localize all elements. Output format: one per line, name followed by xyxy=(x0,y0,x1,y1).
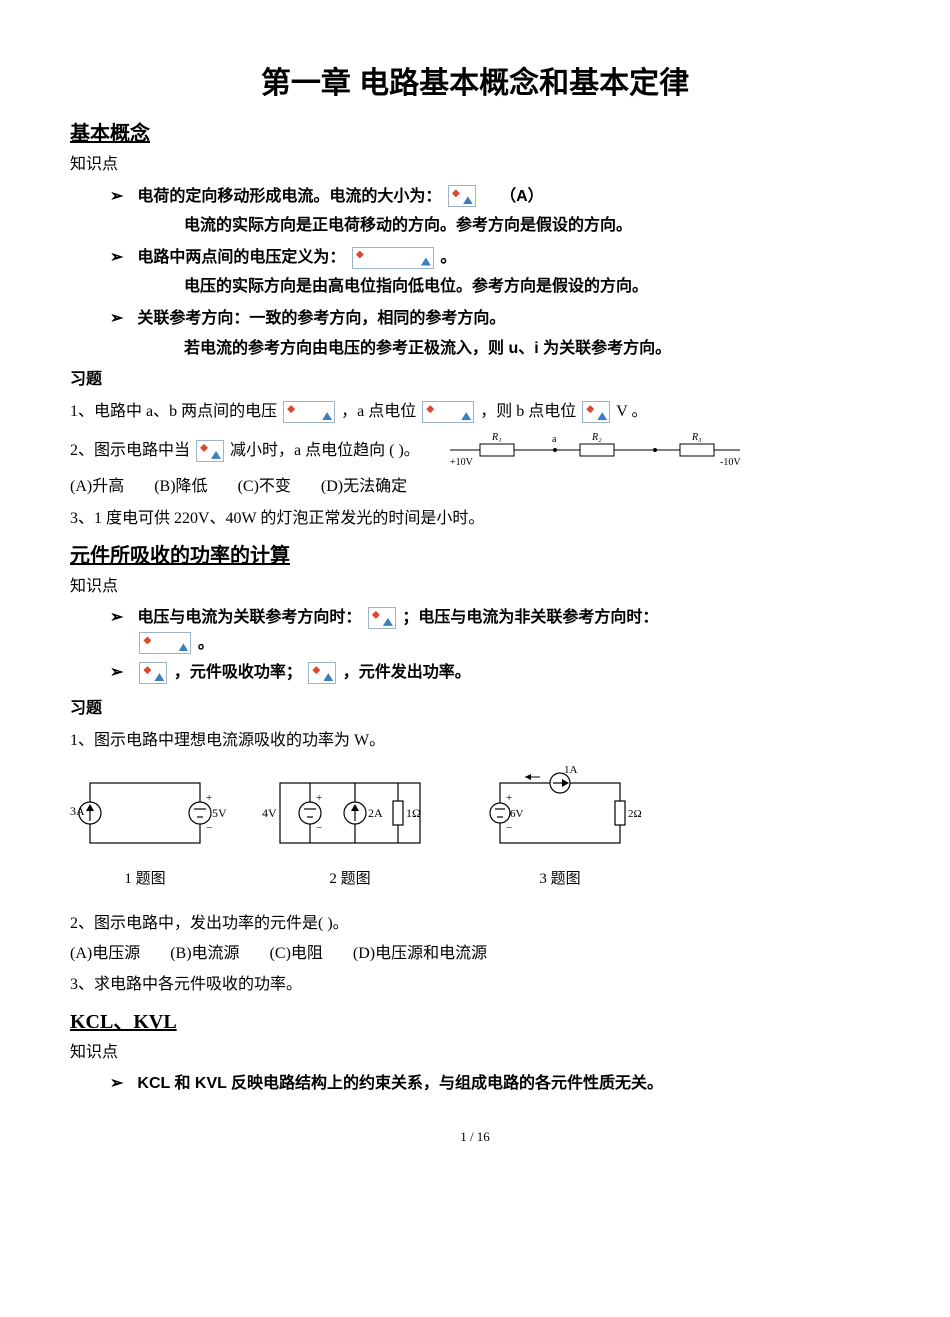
option-b: (B)降低 xyxy=(154,478,207,495)
section-power-calc: 元件所吸收的功率的计算 xyxy=(70,540,880,572)
figure-row: 3A + − 5V 1 题图 + − 4V xyxy=(70,763,880,891)
svg-text:1A: 1A xyxy=(564,764,578,776)
text: V 。 xyxy=(616,403,647,420)
text: 电路中两点间的电压定义为： xyxy=(137,249,345,266)
circuit-3: 1A + − 6V 2Ω xyxy=(480,763,640,863)
text: 电荷的定向移动形成电流。电流的大小为： xyxy=(137,188,441,205)
svg-text:-10V: -10V xyxy=(720,457,741,468)
svg-text:−: − xyxy=(316,822,322,834)
blank-placeholder-icon xyxy=(422,401,474,423)
text: 2、图示电路中当 xyxy=(70,442,190,459)
bullet-kcl-kvl: ➢ KCL 和 KVL 反映电路结构上的约束关系，与组成电路的各元件性质无关。 xyxy=(110,1071,880,1097)
bullet-power-sign: ➢ ，元件吸收功率； ，元件发出功率。 xyxy=(110,660,880,686)
option-b: (B)电流源 xyxy=(170,945,239,962)
figure-caption-3: 3 题图 xyxy=(480,867,640,891)
text: ，元件吸收功率； xyxy=(174,664,302,681)
text-current-direction: 电流的实际方向是正电荷移动的方向。参考方向是假设的方向。 xyxy=(184,213,880,239)
circuit-2: + − 4V 2A 1Ω xyxy=(260,773,440,863)
blank-placeholder-icon xyxy=(196,440,224,462)
text-voltage-direction: 电压的实际方向是由高电位指向低电位。参考方向是假设的方向。 xyxy=(184,274,880,300)
bullet-arrow-icon: ➢ xyxy=(110,660,123,686)
svg-text:2A: 2A xyxy=(368,806,383,820)
sec2-question-1: 1、图示电路中理想电流源吸收的功率为 W。 xyxy=(70,728,880,754)
svg-text:5V: 5V xyxy=(212,806,227,820)
circuit-1: 3A + − 5V xyxy=(70,773,220,863)
svg-text:6V: 6V xyxy=(510,808,524,820)
text: 减小时，a 点电位趋向 ( )。 xyxy=(230,442,420,459)
bullet-arrow-icon: ➢ xyxy=(110,245,123,271)
knowledge-points-label: 知识点 xyxy=(70,574,880,600)
exercises-label: 习题 xyxy=(70,696,880,722)
section-basic-concepts: 基本概念 xyxy=(70,118,880,150)
sec2-question-2: 2、图示电路中，发出功率的元件是( )。 xyxy=(70,911,880,937)
svg-text:R₂: R₂ xyxy=(591,432,602,443)
svg-text:a: a xyxy=(552,434,557,445)
knowledge-points-label: 知识点 xyxy=(70,1040,880,1066)
text: 关联参考方向：一致的参考方向，相同的参考方向。 xyxy=(137,310,505,327)
svg-text:1Ω: 1Ω xyxy=(406,806,421,820)
sec2-question-3: 3、求电路中各元件吸收的功率。 xyxy=(70,972,880,998)
svg-text:−: − xyxy=(506,822,512,834)
question-2-options: (A)升高 (B)降低 (C)不变 (D)无法确定 xyxy=(70,474,880,500)
text: ；电压与电流为非关联参考方向时： xyxy=(402,609,658,626)
formula-placeholder-icon xyxy=(139,662,167,684)
question-1: 1、电路中 a、b 两点间的电压 ，a 点电位 ，则 b 点电位 V 。 xyxy=(70,399,880,425)
text-ref-direction-detail: 若电流的参考方向由电压的参考正极流入，则 u、i 为关联参考方向。 xyxy=(184,336,880,362)
bullet-power-assoc: ➢ 电压与电流为关联参考方向时： ；电压与电流为非关联参考方向时： 。 xyxy=(110,605,880,656)
text: 1、电路中 a、b 两点间的电压 xyxy=(70,403,277,420)
bullet-current-def: ➢ 电荷的定向移动形成电流。电流的大小为： （A） xyxy=(110,184,880,210)
text: 电压与电流为关联参考方向时： xyxy=(137,609,361,626)
svg-text:2Ω: 2Ω xyxy=(628,808,642,820)
figure-caption-2: 2 题图 xyxy=(260,867,440,891)
question-3: 3、1 度电可供 220V、40W 的灯泡正常发光的时间是小时。 xyxy=(70,506,880,532)
svg-text:4V: 4V xyxy=(262,806,277,820)
svg-text:R₁: R₁ xyxy=(491,432,502,443)
text: KCL 和 KVL 反映电路结构上的约束关系，与组成电路的各元件性质无关。 xyxy=(137,1071,880,1097)
text: 。 xyxy=(198,635,214,652)
svg-text:3A: 3A xyxy=(70,804,85,818)
text: ，元件发出功率。 xyxy=(343,664,471,681)
option-d: (D)无法确定 xyxy=(321,478,407,495)
blank-placeholder-icon xyxy=(582,401,610,423)
option-d: (D)电压源和电流源 xyxy=(353,945,487,962)
bullet-ref-direction: ➢ 关联参考方向：一致的参考方向，相同的参考方向。 xyxy=(110,306,880,332)
svg-text:R₃: R₃ xyxy=(691,432,702,443)
section-kcl-kvl: KCL、KVL xyxy=(70,1006,880,1038)
formula-placeholder-icon xyxy=(308,662,336,684)
bullet-arrow-icon: ➢ xyxy=(110,306,123,332)
bullet-arrow-icon: ➢ xyxy=(110,184,123,210)
formula-placeholder-icon xyxy=(352,247,434,269)
svg-text:+: + xyxy=(506,792,512,804)
formula-placeholder-icon xyxy=(448,185,476,207)
sec2-question-2-options: (A)电压源 (B)电流源 (C)电阻 (D)电压源和电流源 xyxy=(70,941,880,967)
svg-text:−: − xyxy=(206,822,212,834)
formula-placeholder-icon xyxy=(368,607,396,629)
option-c: (C)不变 xyxy=(238,478,291,495)
text: ，则 b 点电位 xyxy=(480,403,576,420)
bullet-arrow-icon: ➢ xyxy=(110,605,123,631)
exercises-label: 习题 xyxy=(70,367,880,393)
text: 。 xyxy=(440,249,456,266)
text: （A） xyxy=(500,188,544,205)
page-number: 1 / 16 xyxy=(70,1127,880,1148)
text: ，a 点电位 xyxy=(341,403,416,420)
figure-caption-1: 1 题图 xyxy=(70,867,220,891)
option-a: (A)升高 xyxy=(70,478,124,495)
circuit-diagram-q2: +10V -10V R₁ R₂ R₃ a xyxy=(440,430,740,470)
svg-text:+: + xyxy=(316,792,322,804)
svg-text:+: + xyxy=(206,792,212,804)
chapter-title: 第一章 电路基本概念和基本定律 xyxy=(70,60,880,108)
knowledge-points-label: 知识点 xyxy=(70,152,880,178)
bullet-voltage-def: ➢ 电路中两点间的电压定义为： 。 xyxy=(110,245,880,271)
option-c: (C)电阻 xyxy=(270,945,323,962)
bullet-arrow-icon: ➢ xyxy=(110,1071,123,1097)
formula-placeholder-icon xyxy=(139,632,191,654)
option-a: (A)电压源 xyxy=(70,945,140,962)
question-2: 2、图示电路中当 减小时，a 点电位趋向 ( )。 +10V -10V R₁ R… xyxy=(70,430,880,470)
svg-text:+10V: +10V xyxy=(450,457,474,468)
blank-placeholder-icon xyxy=(283,401,335,423)
